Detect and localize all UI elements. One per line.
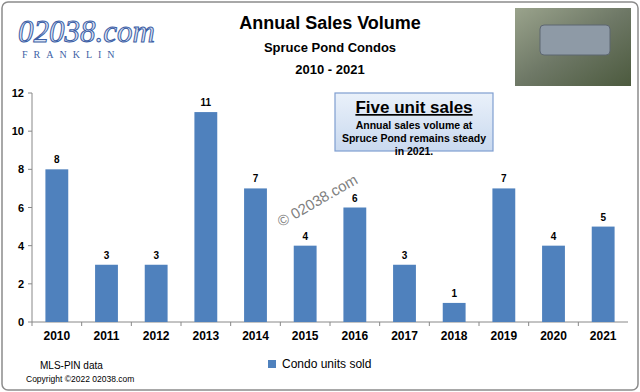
x-tick	[379, 322, 380, 326]
y-tick-label: 2	[18, 278, 24, 290]
logo-subtext: FRANKLIN	[22, 49, 121, 60]
logo-text: 02038.com	[18, 14, 155, 49]
chart-frame	[2, 2, 638, 390]
x-tick-label: 2020	[540, 329, 567, 343]
x-tick	[578, 322, 579, 326]
y-tick	[28, 93, 32, 94]
y-tick-label: 4	[18, 240, 25, 252]
chart-root: 02038.comFRANKLIN Annual Sales Volume Spru…	[0, 0, 640, 392]
y-tick-label: 10	[12, 125, 24, 137]
x-tick-label: 2013	[192, 329, 219, 343]
x-tick	[230, 322, 231, 326]
y-tick	[28, 245, 32, 246]
date-range: 2010 - 2021	[295, 62, 364, 77]
title: Annual Sales Volume	[239, 13, 421, 33]
x-tick	[429, 322, 430, 326]
data-label: 1	[451, 288, 457, 299]
annotation-box	[335, 93, 493, 151]
data-label: 8	[54, 154, 60, 165]
legend-swatch	[268, 360, 276, 368]
x-tick-label: 2012	[143, 329, 170, 343]
bar	[343, 208, 366, 323]
x-tick	[32, 322, 33, 326]
x-tick-label: 2017	[391, 329, 418, 343]
y-tick	[28, 322, 32, 323]
bar	[542, 246, 565, 322]
photo-sign	[540, 25, 610, 55]
data-label: 3	[104, 250, 110, 261]
bars	[45, 112, 614, 322]
y-tick-label: 0	[18, 316, 24, 328]
x-tick-label: 2019	[490, 329, 517, 343]
y-tick-label: 12	[12, 87, 24, 99]
x-tick-label: 2010	[43, 329, 70, 343]
bar	[45, 169, 68, 322]
x-tick	[330, 322, 331, 326]
bar	[443, 303, 466, 322]
data-label: 5	[600, 212, 606, 223]
bar	[145, 265, 168, 322]
subtitle: Spruce Pond Condos	[264, 40, 396, 55]
data-label: 3	[402, 250, 408, 261]
annotation-heading: Five unit sales	[355, 98, 472, 117]
bar	[592, 227, 615, 322]
source-note: MLS-PIN data	[40, 360, 103, 371]
y-tick	[28, 131, 32, 132]
copyright-note: Copyright ©2022 02038.com	[26, 374, 134, 384]
bar	[294, 246, 317, 322]
x-tick-label: 2014	[242, 329, 269, 343]
x-tick	[131, 322, 132, 326]
data-label: 4	[551, 231, 557, 242]
chart-svg: 02038.comFRANKLIN Annual Sales Volume Spru…	[0, 0, 640, 392]
bar	[492, 188, 515, 322]
x-tick-label: 2021	[590, 329, 617, 343]
x-tick-label: 2018	[441, 329, 468, 343]
x-tick-label: 2011	[93, 329, 119, 343]
legend-label: Condo units sold	[282, 357, 371, 371]
x-tick	[479, 322, 480, 326]
y-tick	[28, 169, 32, 170]
x-tick-label: 2015	[292, 329, 319, 343]
data-label: 6	[352, 193, 358, 204]
x-tick	[528, 322, 529, 326]
y-axis	[32, 93, 33, 322]
data-label: 3	[153, 250, 159, 261]
y-tick	[28, 207, 32, 208]
y-tick-label: 6	[18, 202, 24, 214]
y-tick-label: 8	[18, 163, 24, 175]
bar	[194, 112, 217, 322]
annotation-body: Annual sales volume atSpruce Pond remain…	[342, 119, 486, 157]
bar	[95, 265, 118, 322]
bar	[244, 188, 267, 322]
photo	[515, 8, 631, 86]
y-tick	[28, 283, 32, 284]
x-tick	[280, 322, 281, 326]
data-label: 4	[302, 231, 308, 242]
bar	[393, 265, 416, 322]
data-label: 7	[253, 173, 259, 184]
data-label: 11	[201, 97, 212, 108]
x-tick-label: 2016	[341, 329, 368, 343]
x-tick	[81, 322, 82, 326]
data-label: 7	[501, 173, 507, 184]
x-tick	[181, 322, 182, 326]
